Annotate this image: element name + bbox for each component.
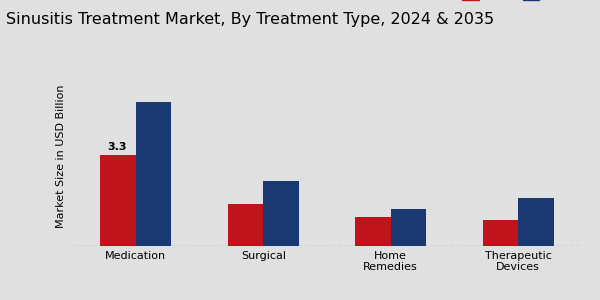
Bar (482, 220, 518, 246)
Bar (518, 197, 554, 246)
Legend: 2024, 2035: 2024, 2035 (458, 0, 577, 5)
Bar (391, 208, 427, 246)
Bar (100, 154, 136, 246)
Text: Sinusitis Treatment Market, By Treatment Type, 2024 & 2035: Sinusitis Treatment Market, By Treatment… (6, 12, 494, 27)
Bar (355, 217, 391, 246)
Bar (263, 181, 299, 246)
Bar (227, 205, 263, 246)
Text: 3.3: 3.3 (107, 142, 127, 152)
Y-axis label: Market Size in USD Billion: Market Size in USD Billion (56, 84, 67, 228)
Bar (136, 102, 172, 246)
